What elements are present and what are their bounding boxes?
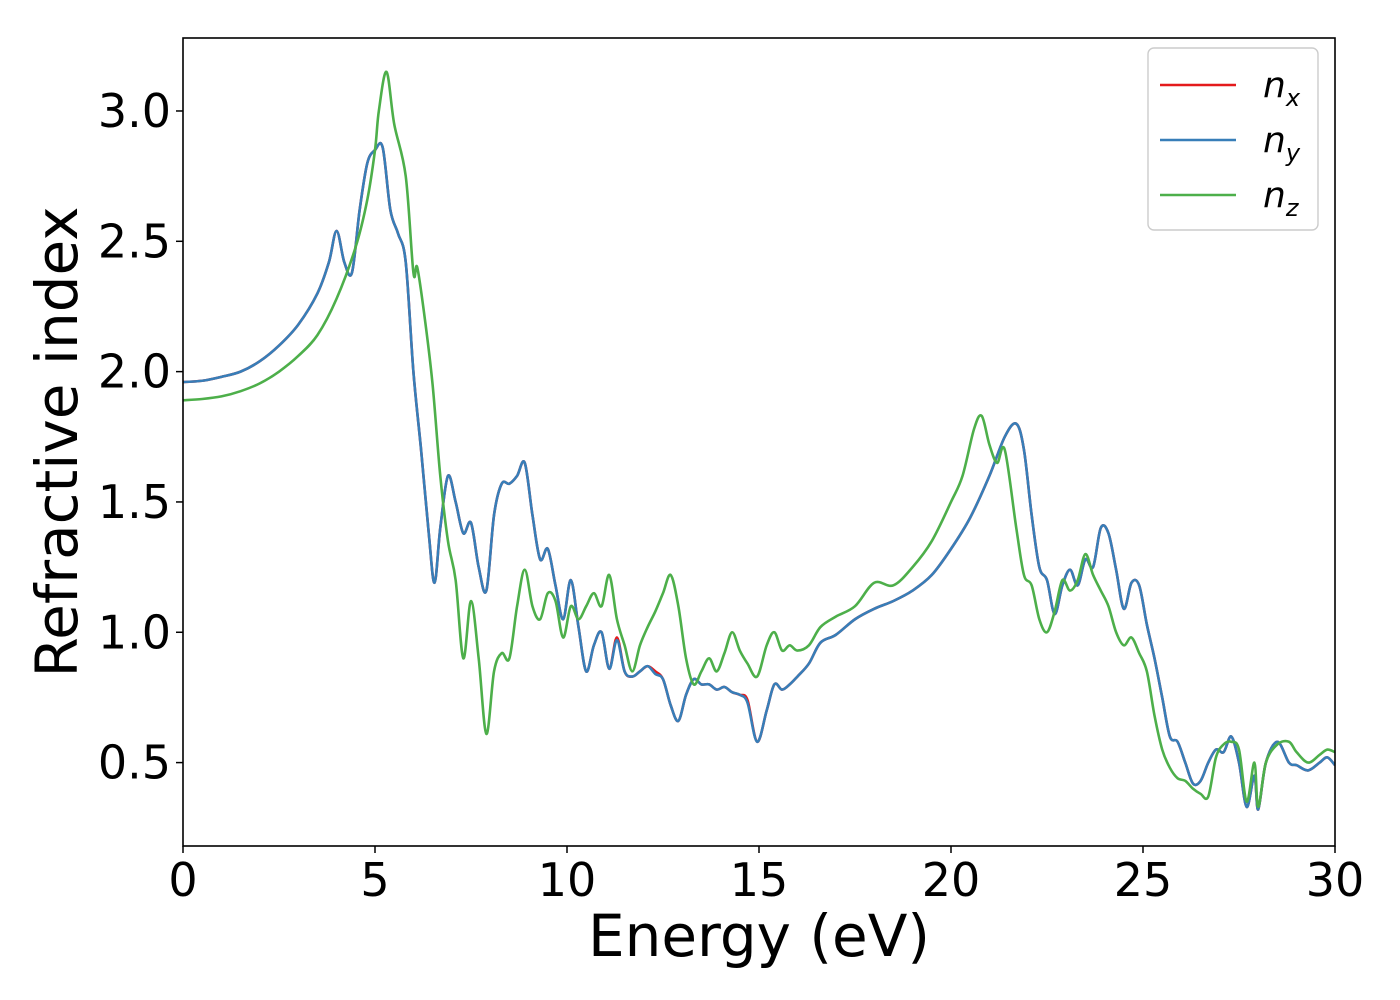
x-tick-label: 15 [730, 853, 789, 907]
y-tick-label: 2.0 [98, 345, 171, 399]
x-tick-label: 5 [360, 853, 389, 907]
y-tick-label: 3.0 [98, 84, 171, 138]
legend-item-ny: ny [1160, 120, 1301, 167]
y-tick-label: 2.5 [98, 214, 171, 268]
x-tick-label: 25 [1114, 853, 1173, 907]
x-tick-label: 10 [538, 853, 597, 907]
series-line-ny [183, 141, 1335, 811]
y-tick-label: 0.5 [98, 736, 171, 790]
x-tick-label: 30 [1306, 853, 1365, 907]
y-axis-title: Refractive index [23, 206, 91, 677]
x-axis: 0 5 10 15 20 25 30 [168, 846, 1364, 907]
y-axis: 0.5 1.0 1.5 2.0 2.5 3.0 [98, 84, 183, 790]
legend-label: nx [1263, 65, 1301, 112]
legend-label: ny [1263, 120, 1301, 167]
x-tick-label: 20 [922, 853, 981, 907]
legend-item-nx: nx [1160, 65, 1301, 112]
legend-item-nz: nz [1160, 175, 1300, 222]
y-tick-label: 1.0 [98, 605, 171, 659]
legend: nx ny nz [1147, 47, 1319, 231]
series-line-nz [183, 70, 1335, 809]
y-tick-label: 1.5 [98, 475, 171, 529]
legend-label: nz [1263, 175, 1300, 222]
x-tick-label: 0 [168, 853, 197, 907]
x-axis-title: Energy (eV) [588, 902, 930, 970]
